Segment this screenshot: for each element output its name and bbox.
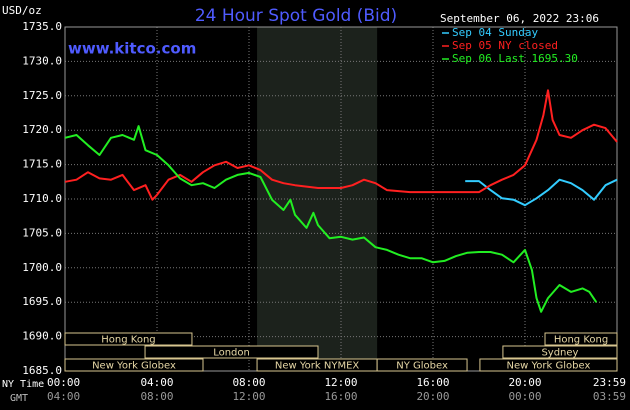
x-tick-label: 04:00: [140, 376, 173, 389]
y-tick-label: 1695.0: [22, 295, 62, 308]
legend-label: Sep 05 NY closed: [452, 39, 558, 52]
x-axis-label: NY Time: [2, 379, 44, 390]
x2-tick-label: 20:00: [416, 390, 449, 403]
x2-tick-label: 16:00: [324, 390, 357, 403]
session-box: [376, 358, 468, 372]
x-tick-label: 16:00: [416, 376, 449, 389]
x2-axis-label: GMT: [10, 393, 28, 404]
session-box: [64, 332, 193, 346]
series-line: [465, 178, 618, 207]
x2-tick-label: 03:59: [593, 390, 626, 403]
session-box: [144, 345, 319, 359]
session-label: New York Globex: [92, 361, 176, 372]
session-box: [544, 332, 618, 346]
x-tick-label: 00:00: [47, 376, 80, 389]
y-tick-label: 1710.0: [22, 192, 62, 205]
x-tick-label: 12:00: [324, 376, 357, 389]
y-tick-label: 1730.0: [22, 54, 62, 67]
x-tick-label: 08:00: [232, 376, 265, 389]
y-tick-label: 1720.0: [22, 123, 62, 136]
session-label: NY Globex: [396, 361, 448, 372]
y-tick-label: 1735.0: [22, 20, 62, 33]
legend-label: Sep 04 Sunday: [452, 26, 538, 39]
legend-label: Sep 06 Last 1695.30: [452, 52, 578, 65]
y-tick-label: 1690.0: [22, 330, 62, 343]
timestamp: September 06, 2022 23:06: [440, 12, 599, 25]
series-line: [64, 125, 598, 313]
session-label: London: [213, 348, 250, 359]
chart-title: 24 Hour Spot Gold (Bid): [195, 6, 397, 26]
y-tick-label: 1685.0: [22, 364, 62, 377]
session-label: Hong Kong: [554, 335, 608, 346]
session-label: Hong Kong: [101, 335, 155, 346]
series-line: [64, 89, 618, 201]
unit-label: USD/oz: [2, 4, 42, 17]
x-tick-label: 23:59: [593, 376, 626, 389]
x-tick-label: 20:00: [508, 376, 541, 389]
y-tick-label: 1700.0: [22, 261, 62, 274]
session-label: New York Globex: [507, 361, 591, 372]
session-box: [479, 358, 618, 372]
session-box: [64, 358, 204, 372]
x2-tick-label: 08:00: [140, 390, 173, 403]
x2-tick-label: 04:00: [47, 390, 80, 403]
x2-tick-label: 12:00: [232, 390, 265, 403]
y-tick-label: 1715.0: [22, 158, 62, 171]
y-tick-label: 1725.0: [22, 89, 62, 102]
session-box: [502, 345, 618, 359]
x2-tick-label: 00:00: [508, 390, 541, 403]
session-label: New York NYMEX: [275, 361, 360, 372]
session-label: Sydney: [541, 348, 578, 359]
y-tick-label: 1705.0: [22, 226, 62, 239]
site-label: www.kitco.com: [68, 40, 196, 58]
